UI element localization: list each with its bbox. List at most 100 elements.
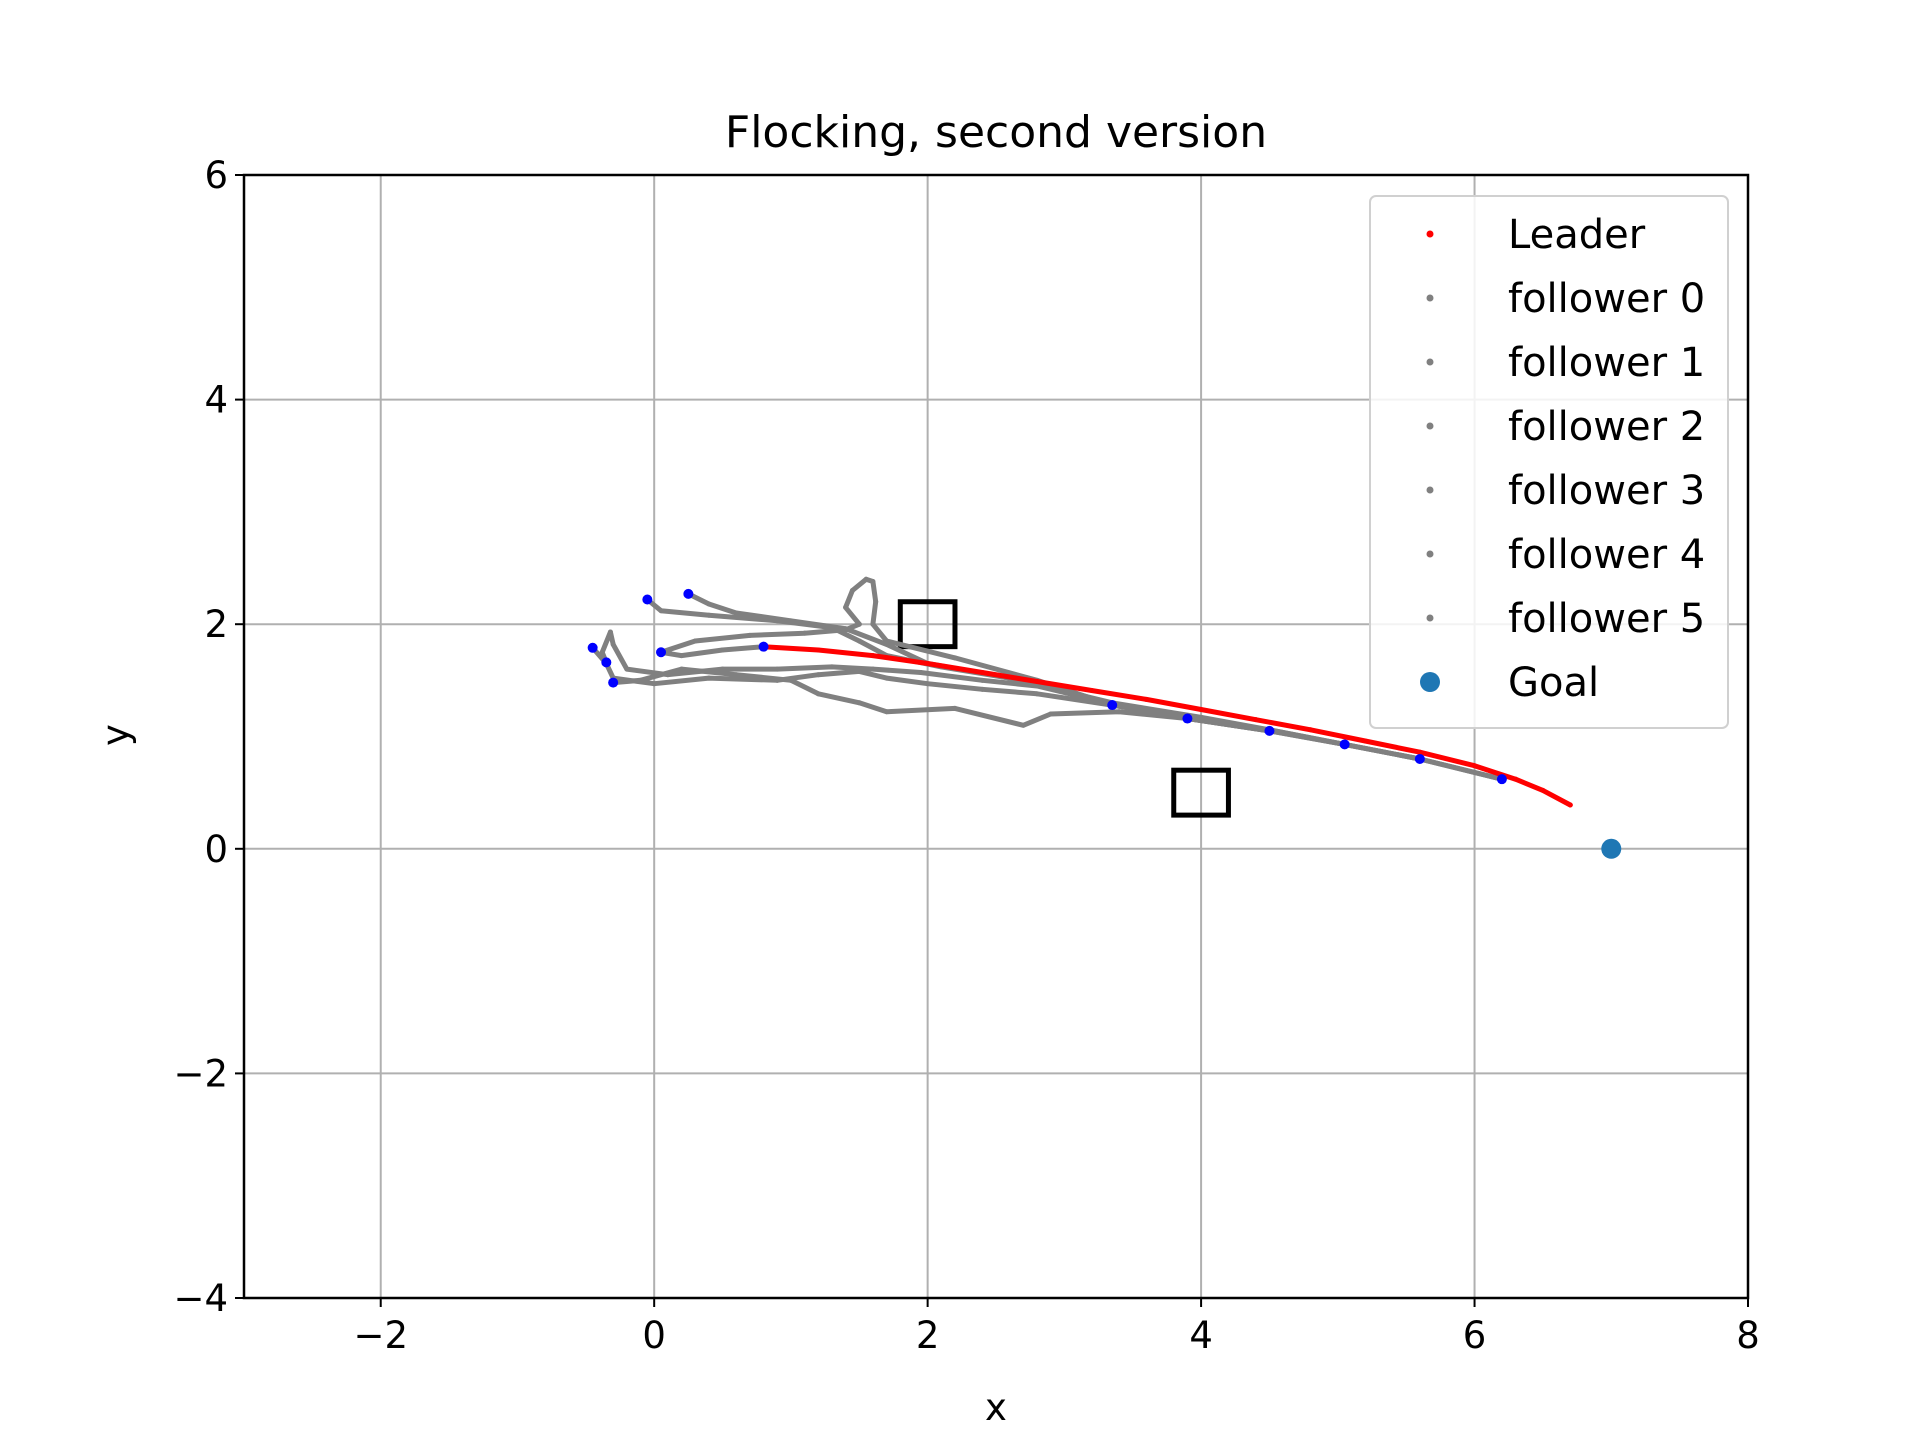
point-follower-5-15 — [884, 639, 889, 644]
legend: Leader follower 0 follower 1 follower 2 foll… — [1370, 196, 1728, 728]
x-tick-label-0: −2 — [353, 1314, 408, 1357]
point-leader-3 — [925, 661, 930, 666]
point-follower-2-4 — [706, 676, 711, 681]
point-leader-13 — [1472, 763, 1477, 768]
point-follower-4-5 — [665, 672, 670, 677]
point-follower-5-14 — [870, 622, 875, 627]
point-follower-3-10 — [1048, 712, 1053, 717]
x-tick-label-4: 6 — [1463, 1314, 1487, 1357]
point-follower-3-5 — [816, 691, 821, 696]
x-axis-label: x — [985, 1386, 1007, 1429]
point-follower-4-10 — [918, 670, 923, 675]
point-follower-2-10 — [980, 687, 985, 692]
point-leader-11 — [1363, 738, 1368, 743]
point-follower-1-2 — [706, 613, 711, 618]
x-tick-label-2: 2 — [916, 1314, 940, 1357]
legend-marker-6 — [1427, 615, 1434, 622]
point-follower-4-4 — [624, 667, 629, 672]
legend-marker-3 — [1427, 423, 1434, 430]
y-axis-label: y — [94, 724, 137, 746]
y-tick-label-0: −4 — [173, 1277, 228, 1320]
point-follower-3-3 — [734, 672, 739, 677]
y-tick-label-5: 6 — [204, 154, 228, 197]
point-follower-3-11 — [1117, 709, 1122, 714]
legend-label-2: follower 1 — [1508, 340, 1705, 386]
legend-label-6: follower 5 — [1508, 596, 1705, 642]
point-follower-2-8 — [884, 676, 889, 681]
point-follower-5-7 — [843, 627, 848, 632]
final-position-9 — [1264, 726, 1274, 736]
point-follower-5-2 — [679, 653, 684, 658]
point-leader-8 — [1199, 707, 1204, 712]
point-leader-9 — [1253, 717, 1258, 722]
point-follower-2-11 — [1035, 691, 1040, 696]
point-leader-5 — [1035, 679, 1040, 684]
point-follower-3-1 — [638, 678, 643, 683]
legend-label-0: Leader — [1508, 212, 1646, 258]
point-follower-1-5 — [857, 639, 862, 644]
final-position-1 — [683, 589, 693, 599]
legend-marker-5 — [1427, 551, 1434, 558]
goal-marker — [1601, 839, 1621, 859]
final-position-6 — [601, 657, 611, 667]
final-position-12 — [1497, 774, 1507, 784]
x-tick-label-1: 0 — [642, 1314, 666, 1357]
final-position-10 — [1340, 739, 1350, 749]
y-tick-label-4: 4 — [204, 379, 228, 422]
legend-marker-7 — [1420, 672, 1440, 692]
point-follower-5-10 — [850, 588, 855, 593]
final-position-3 — [588, 643, 598, 653]
y-tick-label-1: −2 — [173, 1052, 228, 1095]
point-leader-1 — [816, 648, 821, 653]
point-follower-1-3 — [775, 618, 780, 623]
point-follower-5-11 — [864, 577, 869, 582]
point-leader-16 — [1568, 803, 1573, 808]
point-leader-10 — [1308, 727, 1313, 732]
legend-label-3: follower 2 — [1508, 404, 1705, 450]
point-leader-14 — [1513, 777, 1518, 782]
point-leader-7 — [1144, 697, 1149, 702]
legend-marker-4 — [1427, 487, 1434, 494]
x-tick-label-3: 4 — [1189, 1314, 1213, 1357]
final-position-7 — [1107, 700, 1117, 710]
point-follower-5-12 — [870, 579, 875, 584]
legend-label-7: Goal — [1508, 660, 1599, 706]
legend-marker-2 — [1427, 359, 1434, 366]
final-position-11 — [1415, 754, 1425, 764]
point-follower-5-8 — [857, 622, 862, 627]
x-tick-label-5: 8 — [1736, 1314, 1760, 1357]
point-follower-5-9 — [843, 605, 848, 610]
point-follower-4-1 — [600, 650, 605, 655]
point-follower-4-2 — [608, 630, 613, 635]
chart-title: Flocking, second version — [725, 107, 1267, 158]
point-follower-3-7 — [884, 709, 889, 714]
point-follower-0-1 — [706, 601, 711, 606]
point-leader-4 — [980, 670, 985, 675]
point-leader-2 — [870, 653, 875, 658]
legend-marker-1 — [1427, 295, 1434, 302]
point-follower-5-13 — [873, 599, 878, 604]
point-follower-4-8 — [829, 664, 834, 669]
final-position-8 — [1182, 714, 1192, 724]
point-follower-5-5 — [747, 633, 752, 638]
point-follower-3-8 — [952, 706, 957, 711]
final-position-2 — [642, 594, 652, 604]
final-position-4 — [608, 678, 618, 688]
point-follower-5-6 — [802, 631, 807, 636]
legend-label-1: follower 0 — [1508, 276, 1705, 322]
y-tick-label-3: 2 — [204, 603, 228, 646]
y-tick-label-2: 0 — [204, 828, 228, 871]
point-follower-3-9 — [1021, 723, 1026, 728]
point-follower-2-9 — [925, 681, 930, 686]
legend-label-4: follower 3 — [1508, 468, 1705, 514]
point-follower-5-1 — [720, 648, 725, 653]
point-follower-1-1 — [659, 608, 664, 613]
point-follower-5-4 — [693, 639, 698, 644]
legend-marker-0 — [1427, 231, 1434, 238]
point-follower-2-6 — [816, 672, 821, 677]
point-follower-3-6 — [857, 700, 862, 705]
final-position-0 — [759, 642, 769, 652]
point-leader-6 — [1089, 688, 1094, 693]
point-follower-2-3 — [652, 681, 657, 686]
